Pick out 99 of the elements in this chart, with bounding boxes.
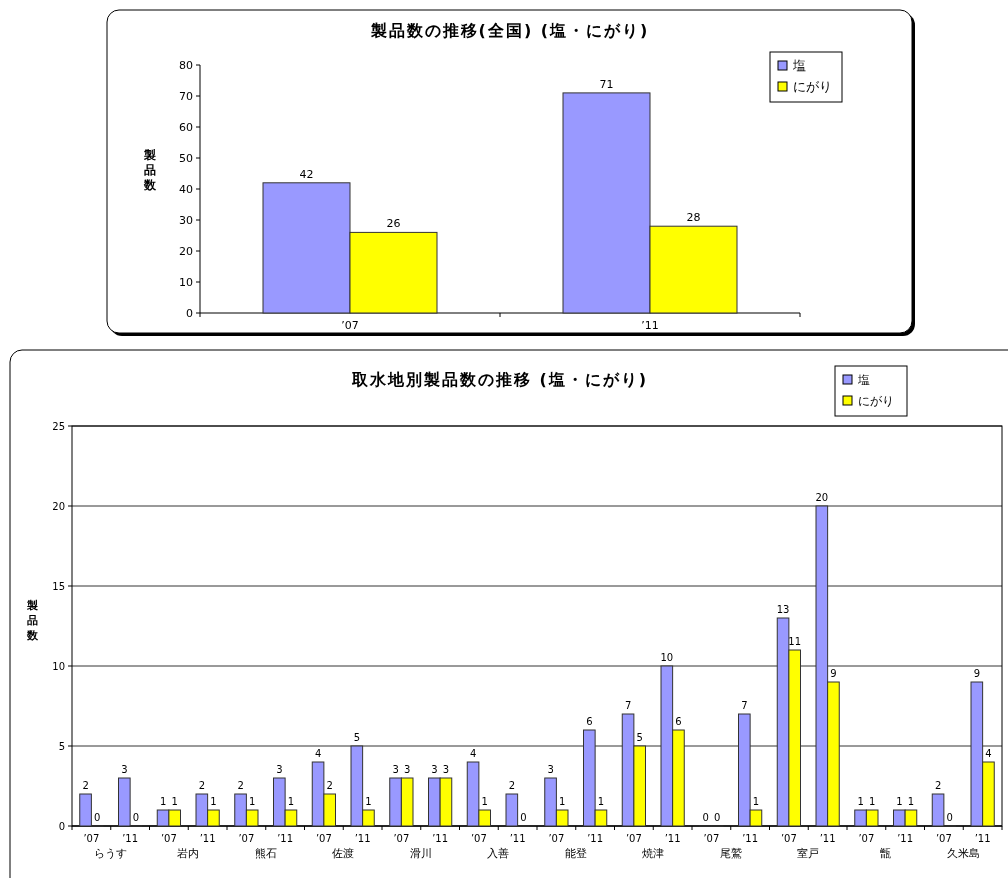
x-tick-label: ’11 (974, 833, 991, 844)
x-tick-label: ’11 (664, 833, 681, 844)
x-tick-label: ’07 滑川 (393, 833, 432, 860)
y-axis-title: 製品数 (143, 148, 157, 192)
x-tick-label: ’11 (641, 319, 659, 332)
data-label: 1 (752, 796, 760, 807)
data-label: 2 (508, 780, 515, 791)
data-label: 1 (210, 796, 217, 807)
data-label: 20 (815, 492, 829, 503)
data-label: 1 (857, 796, 864, 807)
data-label: 0 (714, 812, 721, 823)
x-tick-label: ’11 (819, 833, 836, 844)
data-label: 28 (686, 211, 701, 225)
data-label: 1 (896, 796, 903, 807)
data-label: 3 (431, 764, 438, 775)
data-label: 0 (520, 812, 527, 823)
data-label: 10 (660, 652, 674, 663)
data-label: 2 (198, 780, 205, 791)
x-tick-label: ’11 (587, 833, 604, 844)
data-label: 1 (869, 796, 876, 807)
data-label: 3 (121, 764, 128, 775)
y-tick-label: 5 (58, 741, 65, 752)
y-tick-label: 10 (52, 661, 65, 672)
data-label: 7 (624, 700, 632, 711)
data-label: 1 (597, 796, 605, 807)
chart-title: 製品数の推移(全国) (塩・にがり) (369, 21, 650, 40)
data-label: 0 (946, 812, 953, 823)
x-tick-label: ’11 (432, 833, 449, 844)
data-label: 1 (287, 796, 295, 807)
data-label: 11 (788, 636, 802, 647)
data-label: 1 (171, 796, 178, 807)
data-label: 5 (636, 732, 643, 743)
y-tick-label: 40 (179, 183, 193, 196)
y-tick-label: 60 (179, 121, 193, 134)
x-tick-label: ’07 岩内 (160, 833, 200, 860)
y-tick-label: 70 (179, 90, 193, 103)
data-label: 0 (132, 812, 140, 823)
data-label: 4 (314, 748, 322, 759)
data-label: 3 (392, 764, 399, 775)
y-tick-label: 30 (179, 214, 193, 227)
data-label: 2 (82, 780, 89, 791)
data-label: 26 (386, 217, 401, 231)
y-axis-title: 製品数 (25, 599, 39, 642)
data-label: 4 (469, 748, 477, 759)
data-label: 1 (365, 796, 372, 807)
x-tick-label: ’07 甑 (858, 833, 892, 860)
data-label: 6 (675, 716, 682, 727)
x-tick-label: ’07 焼津 (625, 833, 665, 860)
x-tick-label: ’07 尾鷲 (703, 833, 742, 860)
x-tick-label: ’11 (509, 833, 526, 844)
legend-label: 塩 (857, 373, 870, 387)
y-tick-label: 0 (186, 307, 193, 320)
data-label: 9 (830, 668, 837, 679)
data-label: 2 (934, 780, 942, 791)
legend-label: 塩 (792, 58, 806, 73)
data-label: 13 (776, 604, 790, 615)
data-label: 6 (586, 716, 593, 727)
legend-label: にがり (858, 394, 894, 408)
y-tick-label: 25 (52, 421, 65, 432)
y-tick-label: 20 (52, 501, 65, 512)
x-tick-label: ’11 (897, 833, 914, 844)
x-tick-label: ’07 佐渡 (315, 833, 355, 860)
data-label: 1 (159, 796, 167, 807)
x-tick-label: ’11 (354, 833, 371, 844)
x-tick-label: ’11 (122, 833, 139, 844)
data-label: 0 (702, 812, 709, 823)
data-label: 9 (973, 668, 980, 679)
data-label: 1 (481, 796, 488, 807)
data-label: 3 (442, 764, 450, 775)
data-label: 42 (299, 167, 314, 181)
data-label: 5 (353, 732, 360, 743)
x-tick-label: ’11 (199, 833, 216, 844)
data-label: 1 (907, 796, 915, 807)
y-tick-label: 15 (52, 581, 65, 592)
y-tick-label: 80 (179, 59, 193, 72)
data-label: 7 (741, 700, 748, 711)
data-label: 3 (276, 764, 283, 775)
data-label: 2 (326, 780, 333, 791)
x-tick-label: ’07 入善 (470, 833, 510, 860)
chart-title: 取水地別製品数の推移 (塩・にがり) (350, 370, 649, 389)
y-tick-label: 50 (179, 152, 193, 165)
data-label: 71 (599, 77, 614, 91)
data-label: 1 (559, 796, 566, 807)
legend-label: にがり (793, 79, 832, 94)
x-tick-label: ’07 熊石 (238, 833, 277, 860)
x-tick-label: ’11 (277, 833, 294, 844)
data-label: 1 (249, 796, 256, 807)
data-label: 0 (94, 812, 101, 823)
x-tick-label: ’11 (742, 833, 759, 844)
x-tick-label: ’07 (341, 319, 359, 332)
x-tick-label: ’07 室戸 (780, 833, 820, 860)
data-label: 4 (985, 748, 992, 759)
x-tick-label: ’07 能登 (548, 833, 587, 860)
data-label: 2 (237, 780, 244, 791)
data-label: 3 (404, 764, 411, 775)
y-tick-label: 10 (179, 276, 193, 289)
y-tick-label: 0 (58, 821, 65, 832)
y-tick-label: 20 (179, 245, 193, 258)
data-label: 3 (547, 764, 554, 775)
